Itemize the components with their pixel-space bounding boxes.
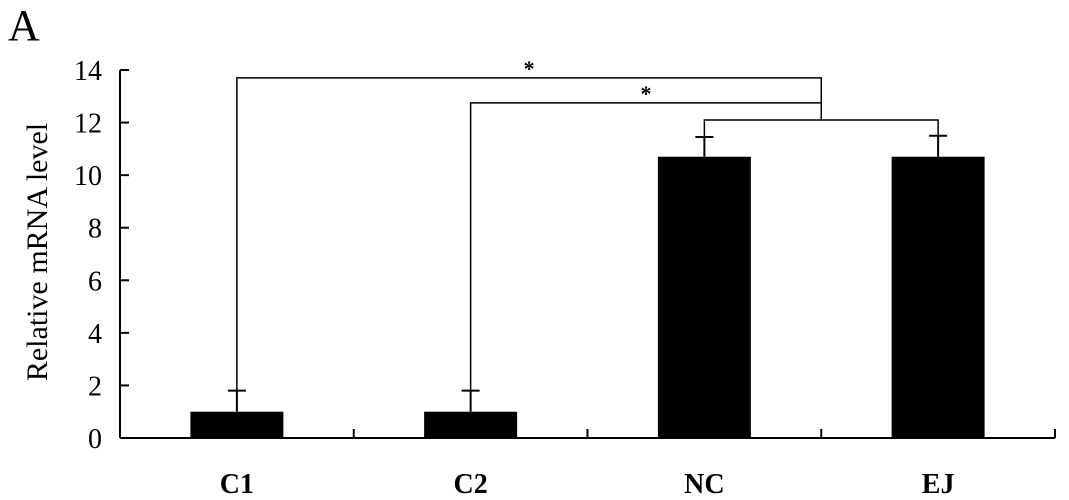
x-tick-label: NC xyxy=(684,469,724,500)
x-tick-label: EJ xyxy=(922,469,955,500)
y-tick-label: 8 xyxy=(88,214,102,245)
x-tick-label: C1 xyxy=(220,469,254,500)
y-tick-label: 10 xyxy=(74,161,102,192)
y-tick-label: 12 xyxy=(74,109,102,140)
bracket-nc-ej xyxy=(703,119,939,138)
significance-star: * xyxy=(640,81,651,106)
bracket-c2 xyxy=(469,102,822,391)
bar-nc xyxy=(657,156,751,438)
panel-label: A xyxy=(8,1,40,50)
y-tick-label: 6 xyxy=(88,266,102,297)
y-tick-label: 4 xyxy=(88,319,102,350)
y-axis-label: Relative mRNA level xyxy=(21,123,54,381)
y-tick-label: 0 xyxy=(88,424,102,455)
y-tick-label: 14 xyxy=(74,56,102,87)
bars: C1 C2 NC EJ xyxy=(190,134,985,500)
y-tick-label: 2 xyxy=(88,371,102,402)
bar-c2 xyxy=(424,411,518,438)
significance-star: * xyxy=(524,56,535,81)
significance-brackets: ** xyxy=(236,56,939,391)
bar-c1 xyxy=(190,411,284,438)
bar-ej xyxy=(891,156,985,438)
bracket-c1 xyxy=(236,77,822,391)
x-tick-label: C2 xyxy=(454,469,488,500)
